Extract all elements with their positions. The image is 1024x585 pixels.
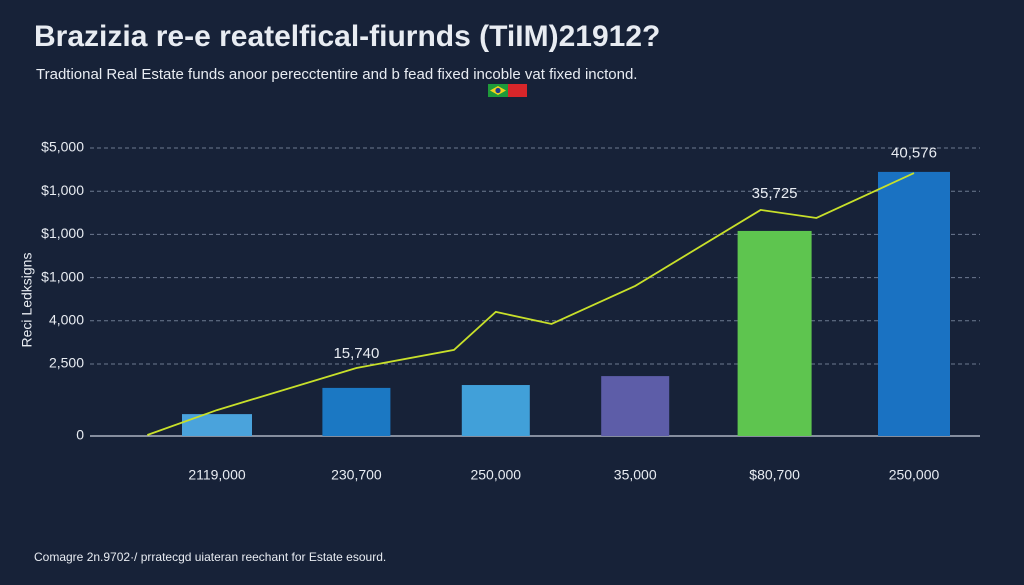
y-tick-label: 4,000 [49, 312, 84, 328]
y-tick-label: 2,500 [49, 355, 84, 371]
x-tick-label: 35,000 [614, 467, 657, 483]
y-tick-label: $5,000 [41, 139, 84, 155]
x-tick-label: 250,000 [889, 467, 940, 483]
y-tick-label: 0 [76, 427, 84, 443]
y-axis-label: Reci Ledksigns [19, 253, 35, 348]
bar [878, 171, 950, 437]
trend-line [146, 172, 915, 436]
bar [182, 414, 252, 436]
footer: Comagre 2n.9702·/ prratecgd uiateran ree… [34, 550, 386, 564]
bar [322, 387, 391, 436]
annotation: 15,740 [333, 345, 379, 362]
bar [601, 376, 670, 436]
x-tick-label: 250,000 [470, 467, 521, 483]
annotation: 40,576 [891, 145, 937, 162]
x-tick-label: 2119,000 [188, 467, 246, 483]
y-tick-label: $1,000 [41, 182, 84, 198]
bar [461, 385, 530, 436]
y-tick-label: $1,000 [41, 268, 84, 284]
annotation: 35,725 [752, 185, 798, 202]
flag-icon [488, 84, 527, 97]
x-tick-label: 230,700 [331, 467, 382, 483]
y-tick-label: $1,000 [41, 225, 84, 241]
x-tick-label: $80,700 [749, 467, 800, 483]
bar [737, 230, 812, 436]
chart-title: Brazizia re-e reatelfical-fiurnds (TiIM)… [34, 20, 660, 53]
chart-subtitle: Tradtional Real Estate funds anoor perec… [36, 66, 637, 83]
